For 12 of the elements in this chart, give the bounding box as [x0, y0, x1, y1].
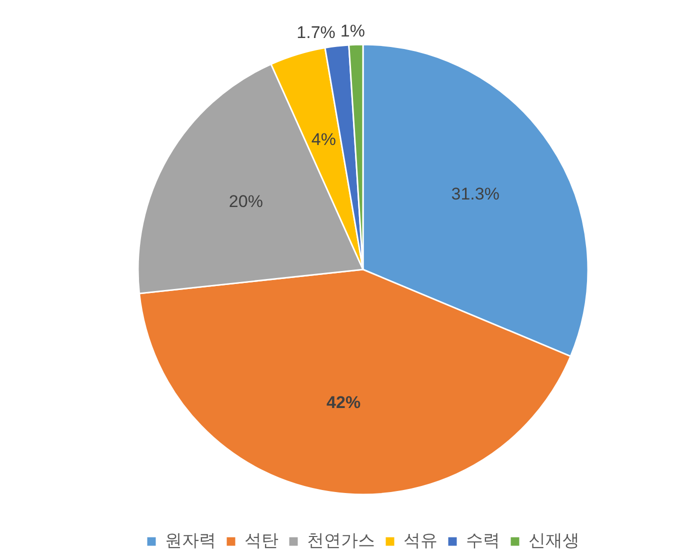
legend-label: 석유	[404, 531, 438, 550]
legend-label: 천연가스	[307, 531, 375, 550]
data-label: 1%	[340, 21, 365, 40]
legend-label: 원자력	[165, 531, 216, 550]
data-label: 20%	[228, 192, 263, 211]
data-label: 31.3%	[451, 184, 500, 204]
data-label: 42%	[326, 392, 361, 412]
legend-label: 신재생	[528, 531, 580, 550]
legend-label: 수력	[466, 531, 500, 550]
legend-label: 석탄	[244, 531, 278, 550]
data-label: 4%	[311, 130, 336, 150]
data-label: 1.7%	[296, 22, 336, 42]
